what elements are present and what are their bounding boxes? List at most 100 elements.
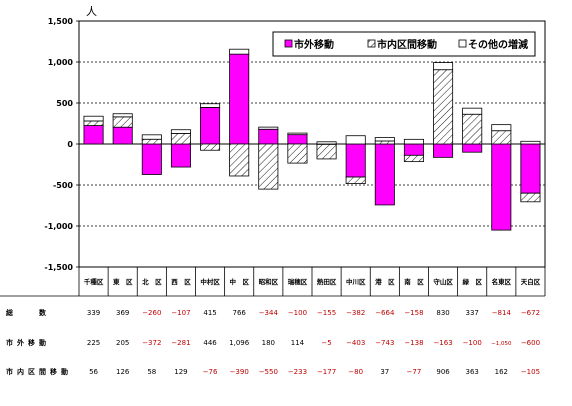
bar-その他の増減-11	[403, 138, 424, 145]
table-cell: 205	[116, 339, 129, 347]
bar-市外移動-5	[229, 53, 250, 145]
category-label: 天白区	[521, 277, 541, 286]
bar-その他の増減-1	[112, 113, 133, 118]
bar-市内区間移動-13	[462, 113, 483, 145]
bar-市内区間移動-2	[141, 138, 162, 145]
bar-その他の増減-14	[491, 124, 512, 132]
table-cell: −281	[171, 339, 190, 347]
bar-市外移動-10	[374, 143, 395, 206]
bar-市内区間移動-8	[316, 144, 337, 160]
unit-label: 人	[86, 5, 97, 18]
legend-swatch	[284, 39, 293, 48]
bar-市外移動-9	[345, 143, 366, 178]
bar-その他の増減-6	[258, 126, 279, 130]
table-cell: −260	[142, 309, 161, 317]
bar-その他の増減-4	[200, 103, 221, 108]
table-cell: −80	[348, 368, 363, 376]
table-cell: −403	[346, 339, 365, 347]
bar-市外移動-15	[520, 143, 541, 194]
table-cell: −163	[433, 339, 452, 347]
bar-市内区間移動-4	[200, 143, 221, 151]
table-cell: 129	[174, 368, 187, 376]
bar-市内区間移動-7	[287, 143, 308, 164]
y-tick-label: 500	[56, 99, 73, 108]
table-cell: −600	[521, 339, 540, 347]
bar-その他の増減-15	[520, 140, 541, 145]
bar-市内区間移動-9	[345, 176, 366, 185]
bar-市外移動-13	[462, 143, 483, 153]
category-label: 守山区	[433, 277, 453, 286]
legend-label: 市外移動	[294, 38, 334, 51]
table-cell: −100	[463, 339, 482, 347]
bar-その他の増減-8	[316, 141, 337, 145]
category-label: 昭和区	[259, 277, 279, 286]
table-cell: −138	[404, 339, 423, 347]
bar-市外移動-6	[258, 128, 279, 145]
table-cell: 446	[203, 339, 217, 347]
y-tick-label: 1,000	[48, 58, 74, 67]
table-cell: −155	[317, 309, 336, 317]
table-row-label: 市内区間移動	[6, 367, 72, 376]
bar-市内区間移動-6	[258, 143, 279, 190]
bar-市外移動-14	[491, 143, 512, 231]
bar-市外移動-12	[433, 143, 454, 158]
legend-label: その他の増減	[468, 38, 528, 51]
category-label: 東 区	[113, 277, 133, 286]
table-cell: 415	[203, 309, 216, 317]
category-label: 中川区	[346, 277, 366, 286]
category-label: 千種区	[84, 277, 104, 286]
table-cell: −344	[259, 309, 279, 317]
table-cell: −158	[404, 309, 423, 317]
table-cell: 162	[495, 368, 508, 376]
table-cell: −390	[230, 368, 249, 376]
table-cell: 1,096	[229, 339, 250, 347]
bar-市内区間移動-1	[112, 116, 133, 128]
table-cell: −177	[317, 368, 336, 376]
table-cell: −76	[203, 368, 218, 376]
bar-その他の増減-13	[462, 107, 483, 115]
bar-市外移動-11	[403, 143, 424, 156]
table-cell: 369	[116, 309, 129, 317]
y-tick-label: -1,000	[44, 222, 73, 231]
table-cell: −5	[321, 339, 331, 347]
table-cell: 363	[466, 368, 479, 376]
category-label: 名東区	[492, 277, 512, 286]
legend-label: 市内区間移動	[377, 38, 437, 51]
table-cell: −672	[521, 309, 540, 317]
bar-市内区間移動-5	[229, 143, 250, 177]
table-cell: −100	[288, 309, 307, 317]
legend-swatch	[367, 39, 376, 48]
category-label: 熱田区	[317, 277, 337, 286]
table-cell: −107	[171, 309, 190, 317]
table-cell: −233	[288, 368, 307, 376]
category-label: 港 区	[375, 277, 395, 286]
bar-市内区間移動-12	[433, 69, 454, 145]
category-row: 千種区東 区北 区 西 区 中村区中 区 昭和区 瑞穂区 熱田区 中川区港 区南 区守山区緑…	[0, 267, 546, 297]
category-label: 南 区	[404, 277, 424, 286]
table-cell: −372	[142, 339, 161, 347]
table-cell: 180	[262, 339, 275, 347]
category-label: 緑 区	[462, 277, 482, 286]
bar-市内区間移動-14	[491, 130, 512, 145]
bar-その他の増減-12	[433, 62, 454, 71]
table-cell: −743	[375, 339, 394, 347]
table-cell: 37	[380, 368, 389, 376]
table-cell: −382	[346, 309, 365, 317]
category-label: 西 区	[171, 278, 191, 286]
bar-市外移動-4	[200, 107, 221, 145]
data-table: 総 数 339 369 −260 −107 415 766 −344 −100 −155 −382 −…	[6, 308, 540, 376]
bar-市内区間移動-0	[83, 120, 104, 126]
table-cell: 337	[466, 309, 479, 317]
table-cell: 114	[291, 339, 305, 347]
y-axis: 1,500 1,000 500 0 -500 -1,000 -1,500	[44, 17, 79, 272]
bar-その他の増減-5	[229, 48, 250, 55]
bar-市外移動-2	[141, 143, 162, 175]
table-cell: 58	[147, 368, 156, 376]
bar-市外移動-7	[287, 134, 308, 145]
bar-市内区間移動-3	[170, 133, 191, 145]
table-cell: −105	[521, 368, 540, 376]
table-row-label: 市外移動	[6, 338, 50, 347]
table-cell: 906	[436, 368, 450, 376]
bar-市内区間移動-11	[403, 154, 424, 163]
legend: 市外移動 市内区間移動 その他の増減	[272, 31, 536, 57]
